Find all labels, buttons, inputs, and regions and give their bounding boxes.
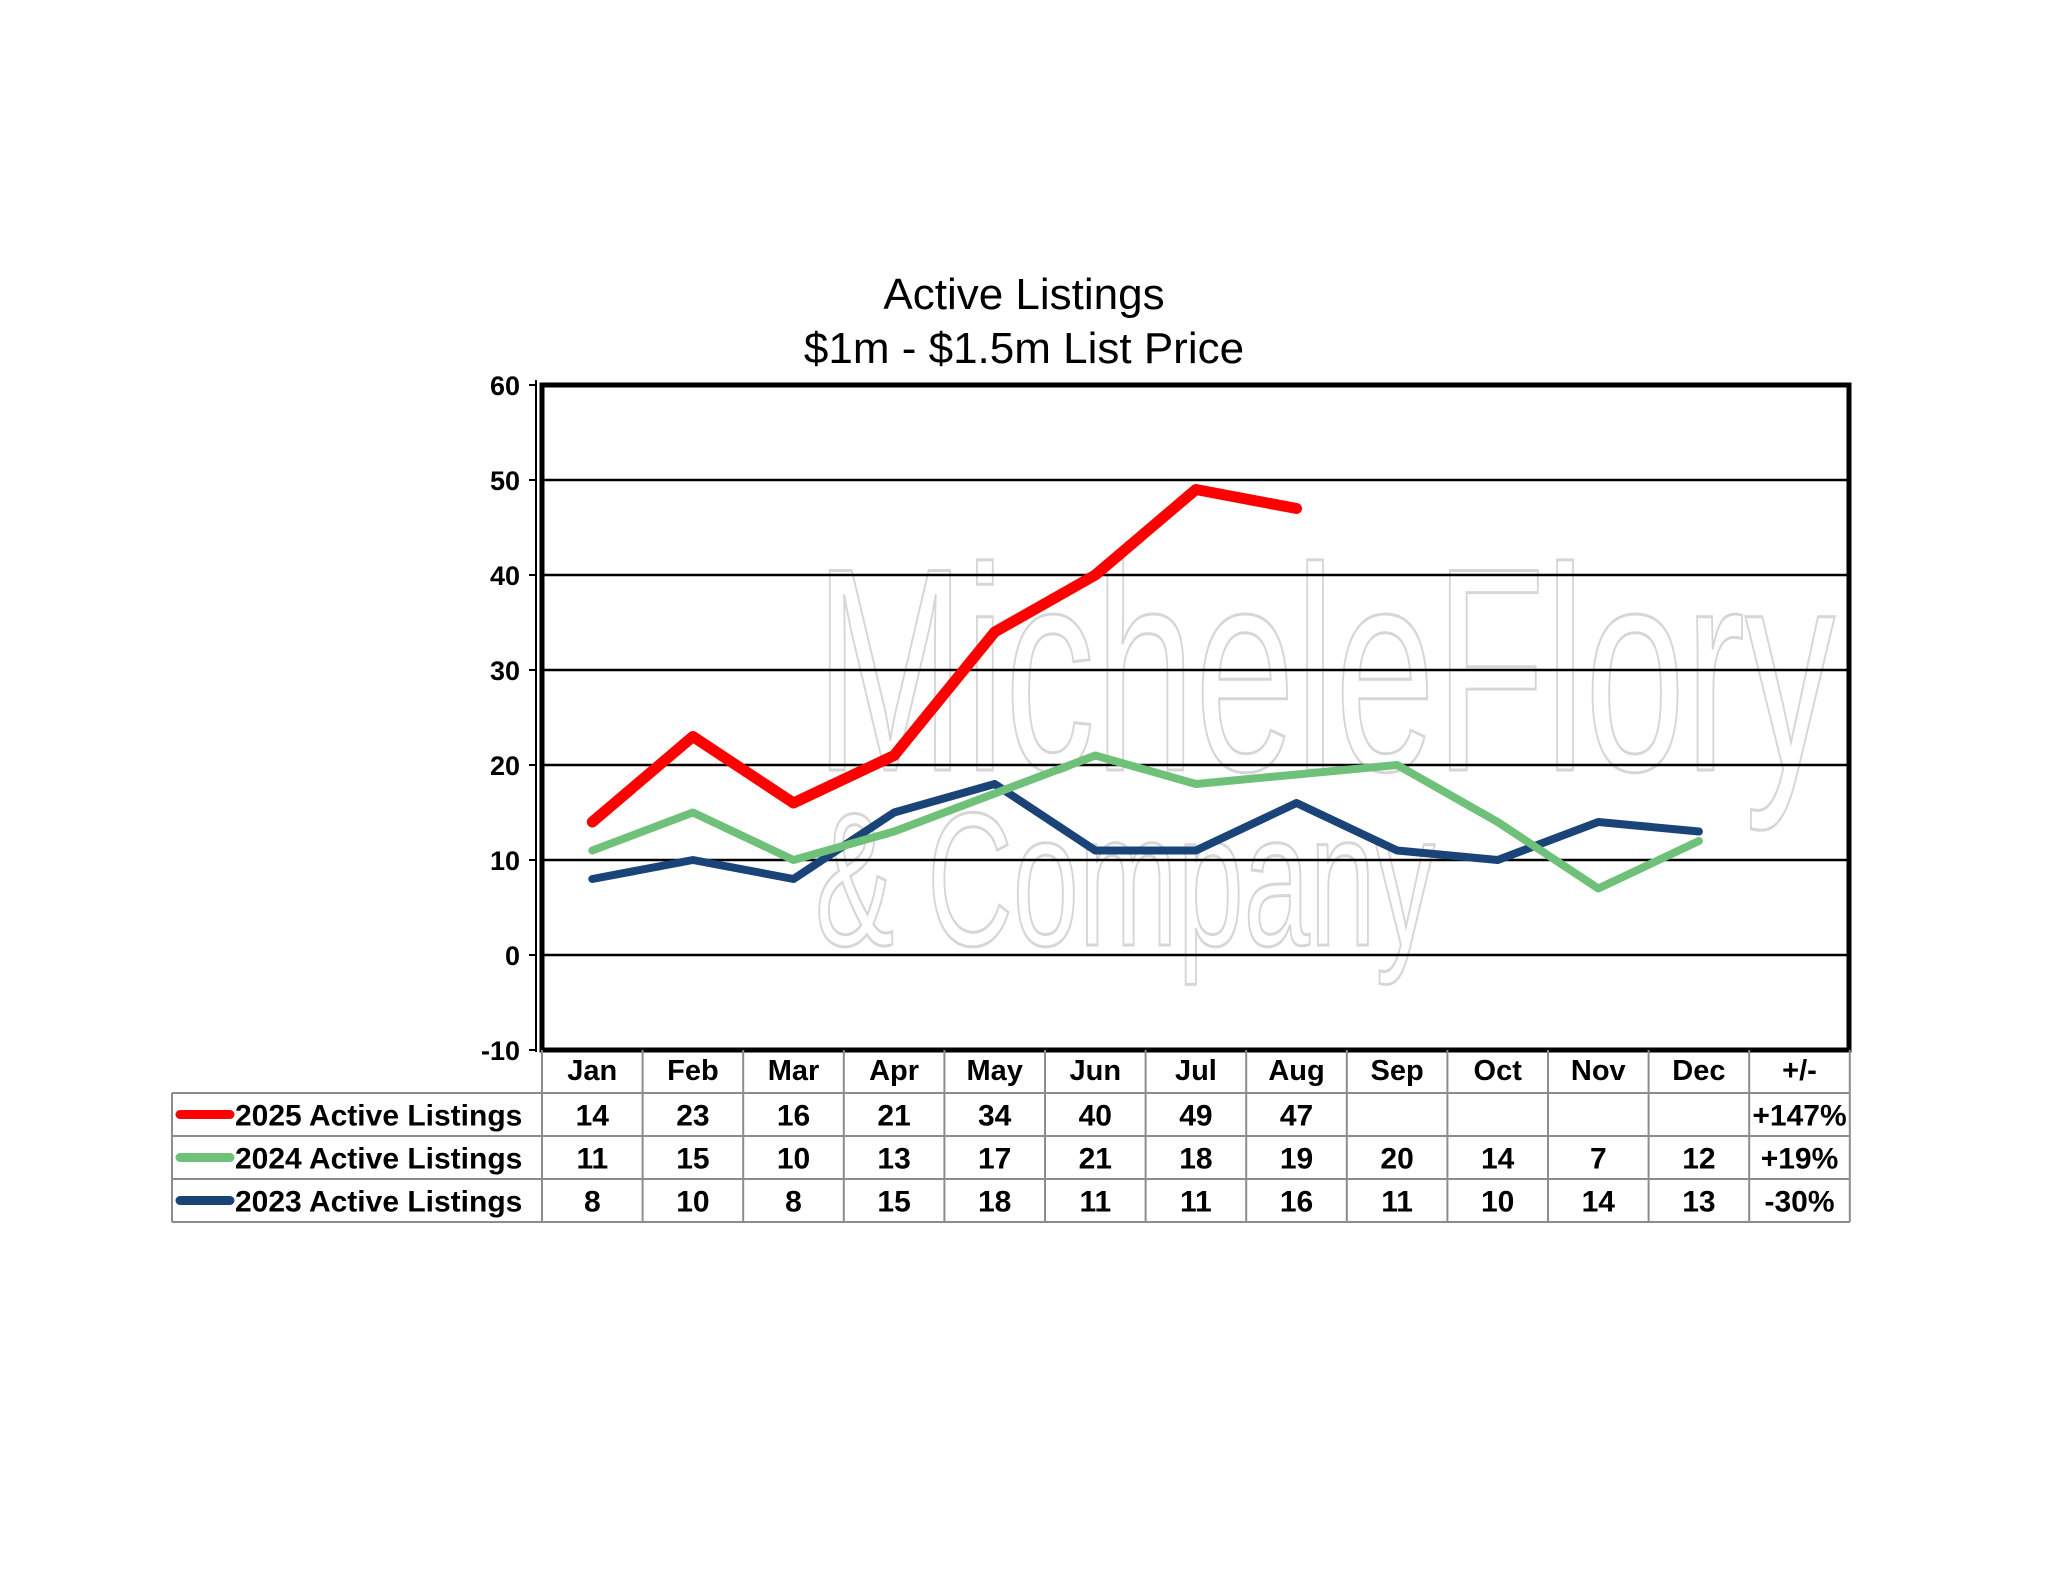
chart-subtitle: $1m - $1.5m List Price — [804, 324, 1244, 373]
table-cell: 8 — [785, 1186, 802, 1219]
y-tick-label: 40 — [490, 561, 520, 591]
table-cell: 23 — [676, 1100, 709, 1133]
table-cell: 11 — [1180, 1186, 1212, 1219]
gridlines — [542, 478, 1849, 957]
legend-label: 2023 Active Listings — [235, 1186, 522, 1219]
table-cell: 15 — [877, 1186, 910, 1219]
y-tick-label: -10 — [481, 1036, 520, 1066]
table-cell: 40 — [1079, 1100, 1112, 1133]
table-cell: 14 — [576, 1100, 610, 1133]
x-tick-label: Oct — [1474, 1055, 1523, 1087]
table-cell: 11 — [1079, 1186, 1111, 1219]
legend-label: 2024 Active Listings — [235, 1143, 522, 1176]
y-tick-label: 30 — [490, 656, 520, 686]
table-cell: 49 — [1179, 1100, 1212, 1133]
watermark-logo: MicheleFlory & Company — [814, 507, 1837, 988]
y-tick-label: 20 — [490, 751, 520, 781]
x-tick-label: Jul — [1175, 1055, 1217, 1087]
x-tick-label: Jan — [567, 1055, 617, 1087]
table-cell: 8 — [584, 1186, 601, 1219]
data-table: Jan Feb Mar Apr May Jun Jul Aug Sep Oct Nov Dec +/- 2… — [171, 1050, 1851, 1223]
table-cell: 11 — [1381, 1186, 1413, 1219]
y-axis-ticks: -10 0 10 20 30 40 50 60 — [481, 371, 536, 1066]
table-cell: 13 — [1682, 1186, 1715, 1219]
change-header: +/- — [1782, 1055, 1817, 1087]
table-cell: 21 — [877, 1100, 910, 1133]
x-tick-label: Nov — [1571, 1055, 1626, 1087]
change-cell: +147% — [1752, 1100, 1846, 1133]
x-tick-label: May — [966, 1055, 1022, 1087]
table-cell: 21 — [1079, 1143, 1112, 1176]
chart-title: Active Listings — [883, 270, 1164, 319]
series-line — [588, 751, 1703, 893]
table-cell: 13 — [877, 1143, 910, 1176]
table-cell: 11 — [576, 1143, 608, 1176]
x-tick-label: Mar — [768, 1055, 820, 1087]
y-tick-label: 60 — [490, 371, 520, 401]
table-cell: 20 — [1380, 1143, 1413, 1176]
table-cell: 47 — [1280, 1100, 1313, 1133]
x-tick-label: Feb — [667, 1055, 719, 1087]
table-cell: 7 — [1590, 1143, 1607, 1176]
x-tick-label: Sep — [1371, 1055, 1424, 1087]
table-cell: 14 — [1481, 1143, 1515, 1176]
y-tick-label: 50 — [490, 466, 520, 496]
table-cell: 14 — [1582, 1186, 1616, 1219]
y-tick-label: 0 — [505, 941, 520, 971]
change-cell: -30% — [1764, 1186, 1834, 1219]
table-cell: 34 — [978, 1100, 1012, 1133]
table-cell: 19 — [1280, 1143, 1313, 1176]
table-cell: 10 — [1481, 1186, 1514, 1219]
table-cell: 18 — [1179, 1143, 1212, 1176]
change-cell: +19% — [1761, 1143, 1839, 1176]
plot-border — [539, 382, 1852, 1053]
table-cell: 16 — [777, 1100, 810, 1133]
x-tick-label: Aug — [1268, 1055, 1324, 1087]
plot-frame — [535, 380, 1852, 1053]
x-tick-label: Apr — [869, 1055, 919, 1087]
series-line — [588, 780, 1703, 883]
table-cell: 18 — [978, 1186, 1011, 1219]
x-tick-label: Jun — [1070, 1055, 1122, 1087]
table-cell: 10 — [777, 1143, 810, 1176]
series-line — [586, 484, 1302, 828]
table-cell: 10 — [676, 1186, 709, 1219]
table-cell: 12 — [1682, 1143, 1715, 1176]
y-tick-label: 10 — [490, 846, 520, 876]
table-cell: 15 — [676, 1143, 709, 1176]
legend-label: 2025 Active Listings — [235, 1100, 522, 1133]
x-tick-label: Dec — [1672, 1055, 1725, 1087]
table-cell: 16 — [1280, 1186, 1313, 1219]
series-lines — [586, 484, 1703, 893]
table-cell: 17 — [978, 1143, 1011, 1176]
